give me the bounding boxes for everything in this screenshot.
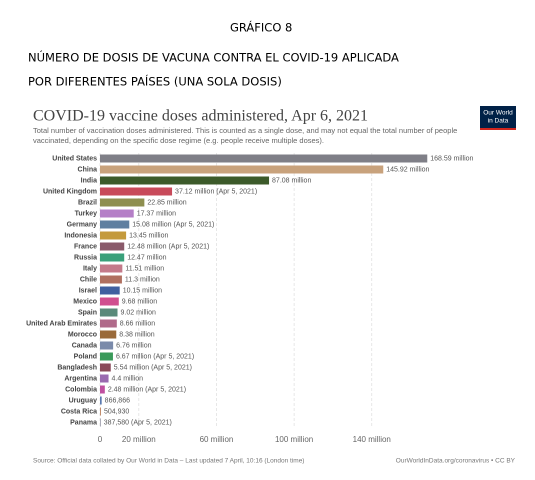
value-label: 6.67 million (Apr 5, 2021) (116, 353, 194, 360)
bar (100, 308, 118, 317)
x-tick-label: 60 million (200, 435, 234, 444)
y-tick-label: Argentina (64, 375, 97, 382)
y-tick-label: United States (52, 155, 97, 162)
value-label: 22.85 million (147, 199, 186, 206)
bar (100, 154, 428, 163)
header-title: NÚMERO DE DOSIS DE VACUNA CONTRA EL COVI… (28, 50, 399, 65)
y-tick-label: Morocco (68, 331, 97, 338)
value-label: 13.45 million (129, 232, 168, 239)
bar (100, 176, 270, 185)
bar (100, 220, 130, 229)
bar (100, 363, 111, 372)
bar (100, 297, 119, 306)
y-tick-label: Bangladesh (57, 364, 97, 371)
bar (100, 396, 102, 405)
bar (100, 352, 113, 361)
logo-stripe (480, 128, 516, 130)
bar (100, 407, 101, 416)
logo-box (480, 106, 516, 130)
y-tick-label: Israel (79, 287, 97, 294)
bar (100, 385, 105, 394)
value-label: 12.47 million (127, 254, 166, 261)
y-tick-label: Russia (74, 254, 97, 261)
chart-subtitle: Total number of vaccination doses admini… (33, 126, 457, 135)
chart-title: COVID-19 vaccine doses administered, Apr… (33, 108, 368, 125)
bar (100, 275, 122, 284)
value-label: 9.02 million (121, 309, 157, 316)
source-url: OurWorldInData.org/coronavirus • CC BY (396, 458, 516, 465)
y-tick-label: Costa Rica (61, 408, 97, 415)
value-label: 8.66 million (120, 320, 156, 327)
y-tick-label: United Arab Emirates (26, 320, 97, 327)
source: Source: Official data collated by Our Wo… (33, 458, 304, 465)
value-label: 11.51 million (125, 265, 164, 272)
value-label: 6.76 million (116, 342, 152, 349)
value-label: 87.08 million (272, 177, 311, 184)
x-tick-label: 0 (98, 435, 103, 444)
value-label: 145.92 million (386, 166, 429, 173)
bar (100, 286, 120, 295)
value-label: 5.54 million (Apr 5, 2021) (114, 364, 192, 371)
value-label: 11.3 million (125, 276, 160, 283)
value-label: 9.68 million (122, 298, 158, 305)
x-tick-label: 100 million (275, 435, 313, 444)
y-tick-label: Chile (80, 276, 97, 283)
y-tick-label: Indonesia (64, 232, 97, 239)
figure-label: GRÁFICO 8 (230, 20, 292, 35)
value-label: 12.48 million (Apr 5, 2021) (127, 243, 209, 250)
bar (100, 198, 145, 207)
x-tick-label: 20 million (122, 435, 156, 444)
value-label: 2.48 million (Apr 5, 2021) (108, 386, 186, 393)
bar (100, 374, 109, 383)
bar (100, 242, 125, 251)
y-tick-label: United Kingdom (43, 188, 97, 195)
y-tick-label: Canada (72, 342, 97, 349)
y-tick-label: China (78, 166, 98, 173)
bar (100, 330, 117, 339)
y-tick-label: Brazil (78, 199, 97, 206)
y-tick-label: Uruguay (69, 397, 98, 404)
logo-text: in Data (488, 118, 509, 125)
value-label: 37.12 million (Apr 5, 2021) (175, 188, 257, 195)
x-tick-label: 140 million (353, 435, 391, 444)
value-label: 168.59 million (430, 155, 473, 162)
value-label: 10.15 million (123, 287, 162, 294)
value-label: 4.4 million (112, 375, 144, 382)
y-tick-label: Mexico (73, 298, 97, 305)
value-label: 866,866 (105, 397, 130, 404)
value-label: 15.08 million (Apr 5, 2021) (132, 221, 214, 228)
y-tick-label: Italy (83, 265, 97, 272)
header-title: POR DIFERENTES PAÍSES (UNA SOLA DOSIS) (28, 74, 282, 89)
y-tick-label: France (74, 243, 97, 250)
bar (100, 264, 123, 273)
value-label: 8.38 million (119, 331, 155, 338)
y-tick-label: Germany (67, 221, 97, 228)
y-tick-label: India (81, 177, 97, 184)
bar (100, 341, 114, 350)
y-tick-label: Poland (74, 353, 97, 360)
y-tick-label: Panama (70, 419, 97, 426)
bar (100, 231, 127, 240)
logo-text: Our World (483, 110, 513, 117)
bar (100, 418, 101, 427)
bar (100, 187, 173, 196)
bar (100, 209, 134, 218)
value-label: 504,930 (104, 408, 129, 415)
bar (100, 319, 117, 328)
y-tick-label: Spain (78, 309, 97, 316)
chart-subtitle: vaccinated, depending on the specific do… (33, 136, 324, 145)
y-tick-label: Turkey (75, 210, 98, 217)
bar (100, 165, 384, 174)
value-label: 17.37 million (137, 210, 176, 217)
y-tick-label: Colombia (65, 386, 97, 393)
bar (100, 253, 125, 262)
value-label: 387,580 (Apr 5, 2021) (104, 419, 172, 426)
